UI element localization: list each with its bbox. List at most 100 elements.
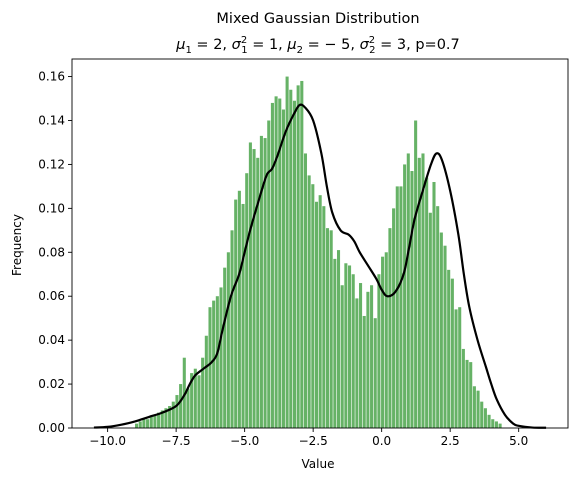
histogram-bar bbox=[318, 195, 322, 428]
y-axis-ticks: 0.00 0.02 0.04 0.06 0.08 0.10 0.12 0.14 0.16 bbox=[38, 70, 72, 435]
histogram-bar bbox=[289, 89, 293, 428]
histogram-bar bbox=[333, 258, 337, 429]
histogram-bar bbox=[219, 287, 223, 428]
sigma1-superscript: 2 bbox=[241, 35, 247, 46]
sigma1-subscript: 1 bbox=[241, 45, 247, 56]
mu1-subscript: 1 bbox=[185, 45, 191, 56]
sigma1-symbol: σ bbox=[232, 37, 242, 53]
histogram-bar bbox=[138, 421, 142, 428]
x-tick-label: 5.0 bbox=[509, 434, 528, 448]
histogram-bar bbox=[447, 269, 451, 428]
histogram-bar bbox=[480, 401, 484, 428]
histogram-bar bbox=[322, 206, 326, 428]
histogram-bar bbox=[392, 208, 396, 428]
y-tick-label: 0.12 bbox=[38, 157, 65, 171]
histogram-bar bbox=[256, 157, 260, 428]
histogram-bar bbox=[146, 419, 150, 428]
histogram-bar bbox=[135, 423, 139, 428]
histogram-bar bbox=[212, 300, 216, 428]
histogram-bar bbox=[348, 265, 352, 428]
histogram-bar bbox=[417, 157, 421, 428]
mu2-symbol: μ bbox=[286, 37, 296, 53]
histogram-bar bbox=[428, 212, 432, 428]
histogram-bar bbox=[458, 307, 462, 428]
histogram-bar bbox=[259, 135, 263, 429]
histogram-bar bbox=[171, 401, 175, 428]
sigma2-superscript: 2 bbox=[369, 35, 375, 46]
histogram-bar bbox=[359, 283, 363, 428]
histogram-bar bbox=[377, 274, 381, 428]
histogram-bar bbox=[292, 100, 296, 428]
histogram-bar bbox=[267, 120, 271, 428]
histogram-bar bbox=[190, 373, 194, 428]
histogram-bar bbox=[226, 252, 230, 428]
histogram-bar bbox=[373, 318, 377, 428]
histogram-bar bbox=[476, 390, 480, 428]
y-tick-label: 0.14 bbox=[38, 114, 65, 128]
histogram-bar bbox=[234, 199, 238, 428]
histogram-bar bbox=[355, 298, 359, 428]
x-axis-label: Value bbox=[302, 457, 335, 471]
histogram-bar bbox=[465, 359, 469, 428]
x-tick-label: 2.5 bbox=[441, 434, 460, 448]
histogram-bar bbox=[399, 186, 403, 428]
histogram-bar bbox=[241, 203, 245, 428]
histogram-bar bbox=[193, 368, 197, 428]
histogram-bar bbox=[230, 230, 234, 428]
y-tick-label: 0.10 bbox=[38, 201, 65, 215]
histogram-bar bbox=[491, 419, 495, 428]
histogram-bar bbox=[153, 414, 157, 428]
histogram-bar bbox=[215, 296, 219, 428]
histogram-bar bbox=[274, 96, 278, 428]
kde-curve bbox=[93, 103, 547, 429]
histogram-bar bbox=[414, 120, 418, 428]
histogram-bar bbox=[278, 98, 282, 428]
sigma2-value: = 3, p=0.7 bbox=[376, 37, 460, 53]
histogram-bar bbox=[252, 149, 256, 429]
mu1-value: = 2, bbox=[192, 37, 232, 53]
histogram-bar bbox=[179, 384, 183, 428]
x-tick-label: −10.0 bbox=[89, 434, 126, 448]
histogram-bar bbox=[403, 164, 407, 428]
histogram-bar bbox=[336, 250, 341, 428]
histogram-bar bbox=[483, 408, 487, 428]
histogram-bar bbox=[160, 410, 164, 428]
histogram-bar bbox=[469, 362, 473, 428]
histogram-bar bbox=[208, 307, 212, 428]
histogram-bar bbox=[270, 102, 274, 429]
histogram-bar bbox=[388, 228, 392, 429]
mu1-symbol: μ bbox=[175, 37, 185, 53]
y-tick-label: 0.00 bbox=[38, 421, 65, 435]
histogram-bar bbox=[175, 395, 179, 428]
chart-subtitle-params: μ1 = 2, σ2 1 = 1, μ2 = − 5, σ2 2 = 3, p=0.… bbox=[175, 35, 460, 56]
histogram-bar bbox=[142, 419, 146, 428]
histogram-bar bbox=[472, 386, 476, 428]
histogram-bar bbox=[425, 177, 429, 428]
histogram-bar bbox=[182, 357, 186, 428]
histogram-bar bbox=[366, 291, 370, 428]
mu2-subscript: 2 bbox=[297, 45, 303, 56]
histogram-bar bbox=[421, 153, 425, 428]
histogram-bar bbox=[281, 109, 285, 429]
histogram-bar bbox=[362, 315, 366, 428]
histogram-bar bbox=[439, 232, 443, 428]
histogram-bar bbox=[311, 184, 315, 428]
chart-title: Mixed Gaussian Distribution bbox=[216, 11, 419, 27]
y-tick-label: 0.16 bbox=[38, 70, 65, 84]
histogram-bar bbox=[197, 375, 201, 428]
x-tick-label: −7.5 bbox=[162, 434, 191, 448]
histogram-bar bbox=[344, 263, 348, 428]
histogram-bar bbox=[370, 285, 374, 428]
sigma2-subscript: 2 bbox=[369, 45, 375, 56]
y-tick-label: 0.08 bbox=[38, 245, 65, 259]
histogram-bar bbox=[436, 206, 440, 428]
histogram-bar bbox=[263, 138, 267, 428]
histogram-bar bbox=[329, 230, 333, 428]
histogram-bar bbox=[168, 406, 172, 428]
histogram-bar bbox=[223, 267, 227, 428]
histogram-bar bbox=[296, 85, 300, 429]
y-tick-label: 0.06 bbox=[38, 289, 65, 303]
histogram-bar bbox=[285, 76, 289, 428]
histogram-bar bbox=[395, 186, 399, 428]
histogram-bar bbox=[303, 153, 308, 428]
